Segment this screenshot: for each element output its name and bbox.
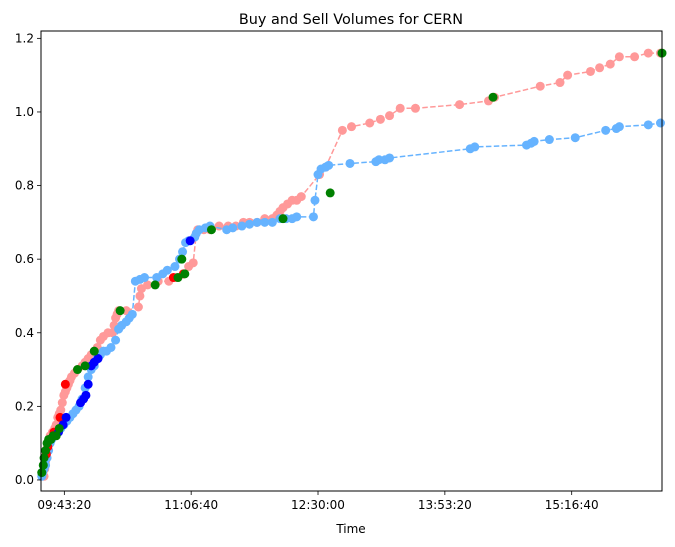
series-line xyxy=(43,52,661,477)
data-point xyxy=(83,379,93,389)
data-point xyxy=(365,118,375,128)
series-layer xyxy=(37,48,667,481)
y-tick-label: 1.2 xyxy=(15,31,34,45)
data-point xyxy=(643,48,653,58)
data-point xyxy=(60,379,70,389)
data-point xyxy=(455,100,465,110)
y-tick-label: 0.4 xyxy=(15,326,34,340)
data-point xyxy=(655,118,665,128)
data-point xyxy=(555,78,565,88)
data-point xyxy=(237,221,247,231)
data-point xyxy=(245,219,255,229)
data-point xyxy=(345,158,355,168)
x-tick-label: 11:06:40 xyxy=(164,498,218,512)
data-point xyxy=(605,59,615,69)
data-point xyxy=(89,346,99,356)
data-point xyxy=(162,265,172,275)
data-point xyxy=(180,269,190,279)
data-point xyxy=(601,125,611,135)
y-axis: 0.0 0.2 0.4 0.6 0.8 1.0 1.2 xyxy=(15,31,41,487)
data-point xyxy=(188,258,198,268)
data-point xyxy=(140,273,149,283)
y-tick-label: 1.0 xyxy=(15,105,34,119)
data-point xyxy=(544,135,554,145)
data-point xyxy=(347,122,356,132)
y-tick-label: 0.6 xyxy=(15,252,34,266)
data-point xyxy=(206,225,216,235)
data-point xyxy=(252,217,262,227)
data-point xyxy=(83,372,93,382)
data-point xyxy=(643,120,653,130)
data-point xyxy=(135,291,145,301)
data-point xyxy=(630,52,640,62)
data-point xyxy=(81,390,91,400)
data-point xyxy=(177,254,187,264)
series-1 xyxy=(37,118,665,481)
data-point xyxy=(51,431,61,441)
y-tick-label: 0.8 xyxy=(15,179,34,193)
y-tick-label: 0.0 xyxy=(15,473,34,487)
data-point xyxy=(385,111,395,121)
data-point xyxy=(308,212,318,222)
x-axis-label: Time xyxy=(335,522,365,536)
data-point xyxy=(470,142,480,152)
data-point xyxy=(133,302,143,312)
data-point xyxy=(585,66,595,76)
data-point xyxy=(292,212,302,222)
plot-frame xyxy=(40,30,663,492)
data-point xyxy=(37,468,47,478)
y-tick-label: 0.2 xyxy=(15,399,34,413)
data-point xyxy=(529,136,539,146)
data-point xyxy=(73,365,83,375)
series-0 xyxy=(39,48,665,481)
data-point xyxy=(595,63,605,73)
data-point xyxy=(80,361,90,371)
data-point xyxy=(296,192,306,202)
data-point xyxy=(228,223,238,233)
data-point xyxy=(260,217,270,227)
data-point xyxy=(143,280,153,290)
data-point xyxy=(375,114,385,124)
data-point xyxy=(278,214,288,224)
data-point xyxy=(61,412,71,422)
data-point xyxy=(56,405,66,415)
data-point xyxy=(325,188,335,198)
data-point xyxy=(324,160,334,170)
data-point xyxy=(41,446,51,456)
data-point xyxy=(488,92,498,102)
data-point xyxy=(127,309,137,319)
data-point xyxy=(111,335,121,345)
data-point xyxy=(106,342,116,352)
x-tick-label: 09:43:20 xyxy=(37,498,91,512)
data-point xyxy=(150,280,160,290)
data-point xyxy=(39,453,49,463)
data-point xyxy=(185,236,195,246)
data-point xyxy=(410,103,420,113)
data-point xyxy=(93,354,103,364)
data-point xyxy=(170,262,180,272)
data-point xyxy=(337,125,347,135)
chart-title: Buy and Sell Volumes for CERN xyxy=(239,12,463,28)
x-tick-label: 13:53:20 xyxy=(418,498,472,512)
series-4 xyxy=(37,48,667,478)
data-point xyxy=(395,103,405,113)
data-point xyxy=(57,398,67,408)
data-point xyxy=(385,153,395,163)
data-point xyxy=(310,195,320,205)
data-point xyxy=(614,52,624,62)
data-point xyxy=(267,217,277,227)
data-point xyxy=(535,81,545,91)
data-point xyxy=(54,423,64,433)
data-point xyxy=(563,70,573,80)
x-tick-label: 15:16:40 xyxy=(545,498,599,512)
x-tick-label: 12:30:00 xyxy=(291,498,345,512)
x-axis: 09:43:20 11:06:40 12:30:00 13:53:20 15:16:40 xyxy=(37,491,599,512)
data-point xyxy=(614,122,624,132)
series-line xyxy=(41,122,661,477)
data-point xyxy=(115,306,125,316)
data-point xyxy=(178,247,188,257)
data-point xyxy=(173,273,183,283)
data-point xyxy=(570,133,580,143)
